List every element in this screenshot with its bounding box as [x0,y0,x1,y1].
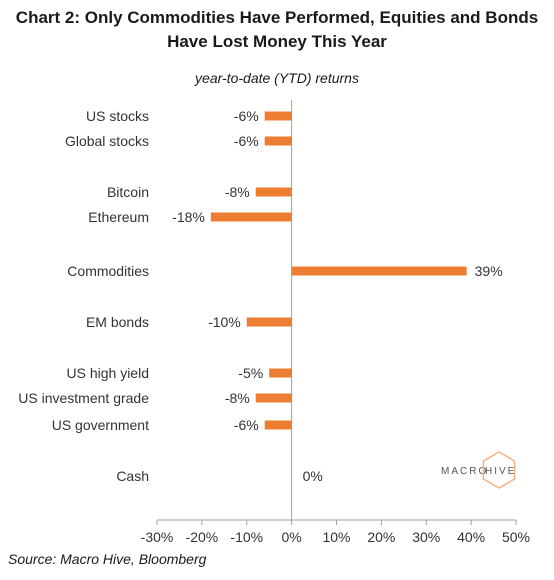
value-label: 39% [475,263,503,279]
chart-title: Chart 2: Only Commodities Have Performed… [0,6,554,54]
value-label: -5% [238,365,263,381]
bar [264,420,292,430]
bar [264,111,292,121]
category-label: Cash [116,468,149,484]
x-tick-label: -20% [186,529,219,545]
value-label: -6% [234,108,259,124]
chart-subtitle: year-to-date (YTD) returns [195,70,359,86]
value-label: -10% [208,314,241,330]
chart-title-line-1: Chart 2: Only Commodities Have Performed… [15,8,539,27]
category-label: EM bonds [86,314,149,330]
category-label: Bitcoin [107,184,149,200]
value-label: -6% [234,133,259,149]
x-tick-label: 0% [282,529,302,545]
value-label: -18% [172,209,205,225]
bar [246,317,292,327]
x-tick-label: -30% [141,529,174,545]
value-label: -8% [225,390,250,406]
category-label: Global stocks [65,133,149,149]
bar [264,136,292,146]
bar [210,212,292,222]
x-tick-label: 10% [322,529,350,545]
x-tick-label: -10% [230,529,263,545]
category-label: US investment grade [18,390,149,406]
value-label: 0% [303,468,323,484]
category-label: Ethereum [88,209,149,225]
x-tick-label: 20% [367,529,395,545]
category-label: Commodities [67,263,149,279]
value-label: -6% [234,417,259,433]
bar [291,266,467,276]
logo-wordmark-left: MACRO [441,466,488,477]
logo-wordmark-right: HIVE [485,466,516,477]
bar [255,393,292,403]
source-note: Source: Macro Hive, Bloomberg [8,551,207,567]
x-tick-label: 30% [412,529,440,545]
value-label: -8% [225,184,250,200]
bar [255,187,292,197]
category-label: US government [52,417,149,433]
x-tick-label: 40% [457,529,485,545]
category-label: US stocks [86,108,149,124]
x-tick-label: 50% [502,529,530,545]
hexagon-logo-icon [482,451,516,489]
chart-title-line-2: Have Lost Money This Year [167,32,387,51]
bar [269,368,292,378]
category-label: US high yield [67,365,150,381]
